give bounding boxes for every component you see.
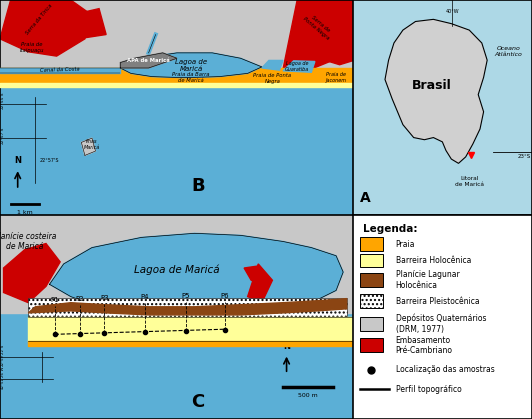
Text: Depósitos Quaternários
(DRM, 1977): Depósitos Quaternários (DRM, 1977) <box>396 314 486 334</box>
Text: P3: P3 <box>100 295 109 301</box>
Text: Lagoa de
Guaratiba: Lagoa de Guaratiba <box>285 62 309 72</box>
Polygon shape <box>311 26 354 65</box>
Text: P6: P6 <box>220 292 229 299</box>
Text: Canal da Costa: Canal da Costa <box>40 67 80 73</box>
Text: C: C <box>192 393 205 411</box>
Text: Legenda:: Legenda: <box>363 224 418 234</box>
Polygon shape <box>71 9 106 39</box>
Text: 22°57'S: 22°57'S <box>40 158 59 163</box>
Text: Oceano
Atlântico: Oceano Atlântico <box>495 46 522 57</box>
Text: 22°57'S: 22°57'S <box>1 126 5 144</box>
Text: APA de Maricá: APA de Maricá <box>127 58 170 63</box>
Polygon shape <box>81 138 96 155</box>
Text: Barreira Pleistocênica: Barreira Pleistocênica <box>396 297 479 306</box>
Text: P1: P1 <box>51 297 59 303</box>
Text: Barreira Holocênica: Barreira Holocênica <box>396 256 471 265</box>
Text: N: N <box>14 156 21 165</box>
Text: Brasil: Brasil <box>412 80 452 93</box>
Text: 42°51'26"W: 42°51'26"W <box>1 365 5 389</box>
Bar <box>360 253 383 267</box>
Polygon shape <box>283 0 354 69</box>
Text: Perfil topográfico: Perfil topográfico <box>396 385 461 394</box>
Polygon shape <box>283 61 315 72</box>
Polygon shape <box>28 299 347 315</box>
Text: Serra da Tirica: Serra da Tirica <box>24 3 53 36</box>
Bar <box>28 297 347 317</box>
Text: Embasamento
Pré-Cambriano: Embasamento Pré-Cambriano <box>396 336 453 355</box>
Text: P2: P2 <box>76 296 84 302</box>
Text: Praia: Praia <box>396 240 415 248</box>
Text: Lagoa de Maricá: Lagoa de Maricá <box>134 265 220 275</box>
Bar <box>360 295 383 308</box>
Bar <box>360 273 383 287</box>
Text: Serra de
Ponta Negra: Serra de Ponta Negra <box>303 11 334 41</box>
Polygon shape <box>244 266 265 285</box>
Polygon shape <box>248 264 272 303</box>
Text: 23°S: 23°S <box>518 154 531 159</box>
Polygon shape <box>0 0 92 56</box>
Text: P5: P5 <box>181 293 190 300</box>
Text: 40°W: 40°W <box>445 9 459 13</box>
Text: Praia de Ponta
Negra: Praia de Ponta Negra <box>253 73 292 84</box>
Polygon shape <box>120 53 262 78</box>
Polygon shape <box>120 53 177 68</box>
Polygon shape <box>385 19 487 163</box>
Polygon shape <box>262 60 283 70</box>
Text: 22°59'22"S: 22°59'22"S <box>1 344 5 366</box>
Polygon shape <box>4 243 60 303</box>
Text: 22°55'S: 22°55'S <box>1 92 5 109</box>
Text: N: N <box>283 341 290 351</box>
Bar <box>360 317 383 331</box>
Bar <box>360 237 383 251</box>
Text: A: A <box>360 191 371 205</box>
Text: 1 km: 1 km <box>17 210 32 215</box>
Text: Praia de
Itaipuaçu: Praia de Itaipuaçu <box>20 42 44 53</box>
Text: Litoral
de Maricá: Litoral de Maricá <box>455 176 484 187</box>
Text: B: B <box>192 176 205 194</box>
Text: P4: P4 <box>141 294 149 300</box>
Text: Planície costeira
de Maricá: Planície costeira de Maricá <box>0 232 56 251</box>
Text: Praia de
Jaconem: Praia de Jaconem <box>326 72 346 83</box>
Text: Planície Lagunar
Holocênica: Planície Lagunar Holocênica <box>396 270 460 290</box>
Polygon shape <box>49 233 343 315</box>
Text: Lagoa de
Maricá: Lagoa de Maricá <box>175 59 207 72</box>
Polygon shape <box>14 9 64 34</box>
Text: 500 m: 500 m <box>298 393 318 398</box>
Bar <box>360 339 383 352</box>
Text: Praia da Barra
de Maricá: Praia da Barra de Maricá <box>172 72 210 83</box>
Text: Localização das amostras: Localização das amostras <box>396 365 495 375</box>
Text: Ilhas
Maricá: Ilhas Maricá <box>84 139 100 150</box>
